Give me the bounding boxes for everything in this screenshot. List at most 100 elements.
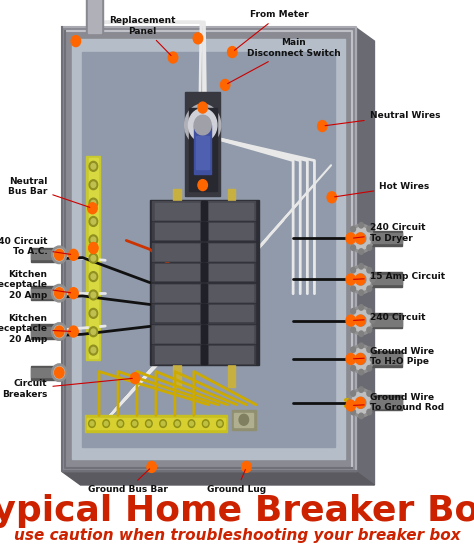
Circle shape — [347, 356, 352, 362]
Bar — [173, 190, 181, 201]
Circle shape — [318, 121, 327, 132]
Circle shape — [351, 245, 356, 250]
Circle shape — [52, 323, 67, 340]
Bar — [155, 305, 199, 322]
Circle shape — [89, 198, 98, 208]
Circle shape — [91, 255, 96, 261]
Circle shape — [349, 224, 374, 253]
Circle shape — [146, 420, 152, 427]
Circle shape — [91, 164, 96, 169]
Circle shape — [89, 253, 98, 263]
Circle shape — [351, 226, 356, 232]
Text: 240 Circuit
To Dryer: 240 Circuit To Dryer — [354, 223, 425, 243]
Bar — [185, 92, 220, 196]
Circle shape — [367, 327, 372, 333]
Bar — [209, 223, 253, 239]
Bar — [209, 285, 253, 301]
Bar — [62, 27, 356, 471]
Circle shape — [351, 391, 356, 396]
Circle shape — [367, 409, 372, 415]
Circle shape — [91, 182, 96, 187]
Text: From Meter: From Meter — [235, 10, 309, 50]
Circle shape — [147, 461, 156, 472]
Circle shape — [359, 249, 364, 254]
Bar — [372, 351, 402, 367]
Circle shape — [54, 287, 64, 299]
Bar — [87, 418, 225, 429]
Circle shape — [190, 421, 193, 426]
Bar — [31, 286, 59, 300]
Circle shape — [347, 236, 352, 241]
Circle shape — [352, 348, 371, 370]
Bar — [152, 304, 201, 323]
Bar — [155, 264, 199, 281]
Circle shape — [91, 292, 96, 298]
Circle shape — [91, 311, 96, 316]
Circle shape — [349, 345, 374, 373]
Bar — [201, 222, 207, 241]
Text: 15 Amp Circuit: 15 Amp Circuit — [354, 272, 445, 281]
Circle shape — [356, 274, 365, 285]
Bar — [372, 316, 402, 326]
Circle shape — [352, 392, 371, 414]
Circle shape — [88, 203, 97, 214]
Circle shape — [356, 397, 366, 408]
Circle shape — [359, 305, 364, 310]
Circle shape — [327, 192, 337, 203]
Circle shape — [55, 288, 64, 299]
Bar — [31, 366, 59, 380]
Circle shape — [356, 397, 365, 408]
Circle shape — [89, 327, 98, 336]
Circle shape — [367, 347, 372, 352]
Circle shape — [346, 233, 356, 244]
Circle shape — [242, 461, 251, 472]
Bar — [85, 415, 227, 432]
Bar — [228, 190, 235, 201]
Circle shape — [89, 272, 98, 282]
Circle shape — [198, 180, 208, 191]
Circle shape — [347, 318, 352, 323]
Circle shape — [367, 267, 372, 273]
Circle shape — [351, 409, 356, 415]
Bar — [152, 325, 201, 343]
Circle shape — [349, 265, 374, 294]
Bar — [201, 325, 207, 343]
Circle shape — [367, 245, 372, 250]
Circle shape — [89, 180, 98, 190]
Text: Kitchen
Receptacle
20 Amp: Kitchen Receptacle 20 Amp — [0, 314, 71, 344]
Bar — [372, 395, 402, 410]
Circle shape — [356, 315, 366, 326]
Bar — [150, 201, 259, 365]
Circle shape — [193, 33, 203, 44]
Bar — [372, 272, 402, 287]
Circle shape — [352, 227, 371, 249]
Text: Neutral Wires: Neutral Wires — [325, 111, 440, 125]
Circle shape — [351, 267, 356, 273]
Text: Typical Home Breaker Box: Typical Home Breaker Box — [0, 494, 474, 528]
Bar — [152, 243, 201, 261]
Circle shape — [91, 347, 96, 353]
Circle shape — [89, 216, 98, 226]
Circle shape — [89, 290, 98, 300]
Circle shape — [356, 353, 365, 364]
Circle shape — [133, 421, 137, 426]
Circle shape — [367, 286, 372, 292]
Bar — [173, 365, 181, 387]
Bar — [209, 346, 253, 363]
Bar — [206, 243, 255, 261]
Circle shape — [55, 249, 64, 260]
Bar — [206, 222, 255, 241]
Circle shape — [89, 243, 98, 254]
Circle shape — [359, 222, 364, 228]
Text: Neutral
Bus Bar: Neutral Bus Bar — [8, 176, 90, 207]
Bar — [152, 284, 201, 302]
Bar — [234, 413, 253, 427]
Bar — [89, 158, 98, 358]
Bar — [155, 223, 199, 239]
Bar — [206, 263, 255, 282]
Polygon shape — [62, 471, 374, 485]
Circle shape — [367, 366, 372, 371]
Circle shape — [367, 226, 372, 232]
Bar — [31, 368, 59, 377]
Bar — [88, 0, 101, 33]
